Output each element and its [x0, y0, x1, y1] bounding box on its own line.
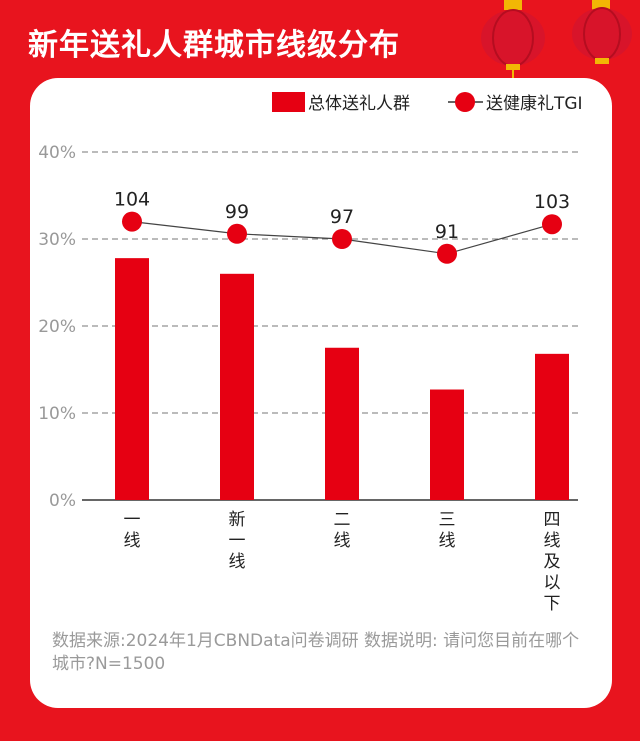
- bar: [430, 389, 464, 500]
- tgi-data-label: 97: [330, 206, 354, 228]
- legend-bar-swatch: [272, 92, 305, 112]
- footnote: 数据来源:2024年1月CBNData问卷调研 数据说明: 请问您目前在哪个城市…: [52, 631, 580, 674]
- lantern-icon: [481, 0, 545, 78]
- tgi-data-label: 103: [534, 191, 570, 213]
- page-title: 新年送礼人群城市线级分布: [28, 28, 400, 63]
- y-tick-label: 0%: [49, 491, 76, 511]
- y-tick-label: 10%: [38, 404, 76, 424]
- lantern-icon: [572, 0, 632, 64]
- x-tick-label: 二线: [333, 510, 351, 551]
- bar: [325, 347, 359, 500]
- legend-bar-label: 总体送礼人群: [308, 94, 410, 114]
- x-tick-label: 一线: [123, 510, 141, 551]
- bar: [220, 273, 254, 500]
- bar: [115, 258, 149, 500]
- tgi-point: [542, 214, 562, 235]
- tgi-point: [437, 243, 457, 264]
- x-tick-label: 三线: [438, 510, 456, 551]
- tgi-data-label: 99: [225, 201, 249, 223]
- tgi-data-label: 104: [114, 189, 150, 211]
- y-tick-label: 20%: [38, 317, 76, 337]
- tgi-data-label: 91: [435, 221, 459, 243]
- bar: [535, 353, 569, 500]
- tgi-point: [227, 223, 247, 244]
- tgi-point: [122, 211, 142, 232]
- x-tick-label: 四线及以下: [543, 510, 561, 614]
- y-tick-label: 30%: [38, 230, 76, 250]
- legend-line-label: 送健康礼TGI: [486, 94, 583, 114]
- y-tick-label: 40%: [38, 143, 76, 163]
- x-tick-label: 新一线: [228, 510, 246, 572]
- tgi-point: [332, 229, 352, 249]
- legend-line-marker: [455, 92, 475, 112]
